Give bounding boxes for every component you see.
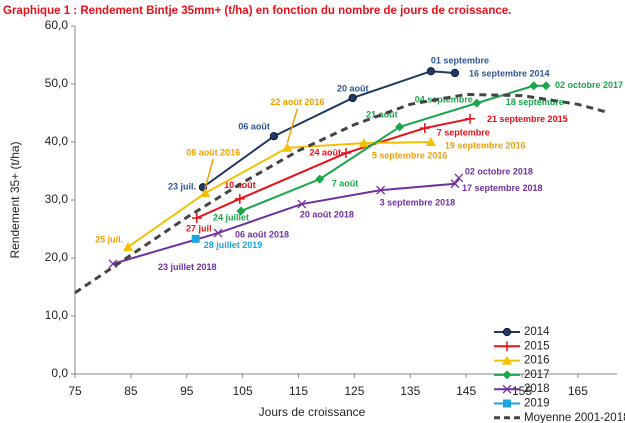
legend-label: 2017 bbox=[524, 369, 550, 381]
legend-label: Moyenne 2001-2018 bbox=[524, 412, 625, 423]
marker bbox=[191, 234, 200, 243]
point-label: 23 juillet 2018 bbox=[158, 262, 217, 272]
marker bbox=[425, 137, 436, 146]
point-label: 27 juil bbox=[186, 223, 212, 233]
marker bbox=[213, 228, 223, 238]
legend-label: 2014 bbox=[524, 326, 550, 338]
marker bbox=[358, 138, 369, 148]
x-tick-label: 145 bbox=[456, 384, 476, 398]
point-label: 18 septembre bbox=[506, 97, 564, 107]
y-tick-label: 30,0 bbox=[45, 192, 69, 206]
marker bbox=[297, 199, 307, 209]
point-label: 3 septembre 2018 bbox=[380, 198, 456, 208]
point-label: 19 septembre 2016 bbox=[445, 140, 526, 150]
label-leader bbox=[286, 108, 299, 144]
point-label: 16 septembre 2014 bbox=[469, 68, 550, 78]
marker bbox=[541, 81, 551, 91]
marker bbox=[200, 188, 211, 198]
marker bbox=[502, 384, 512, 394]
point-label: 23 juil. bbox=[168, 182, 196, 192]
point-label: 08 août 2016 bbox=[186, 147, 240, 157]
x-tick-label: 125 bbox=[344, 384, 364, 398]
point-label: 04 septembre bbox=[415, 95, 473, 105]
marker bbox=[502, 327, 512, 337]
marker bbox=[472, 98, 482, 108]
marker bbox=[234, 193, 245, 204]
chart-title: Graphique 1 : Rendement Bintje 35mm+ (t/… bbox=[3, 5, 511, 17]
point-label: 06 août 2018 bbox=[235, 229, 289, 239]
point-label: 7 août bbox=[332, 178, 359, 188]
y-tick-label: 0,0 bbox=[51, 366, 68, 380]
marker bbox=[450, 68, 460, 78]
point-label: 06 août bbox=[238, 122, 270, 132]
marker bbox=[502, 355, 512, 365]
marker bbox=[191, 212, 202, 223]
marker bbox=[341, 148, 351, 159]
point-label: 20 août bbox=[337, 83, 369, 93]
marker bbox=[426, 67, 436, 76]
y-tick-label: 50,0 bbox=[45, 76, 69, 90]
x-tick-label: 75 bbox=[68, 384, 82, 398]
point-label: 21 septembre 2015 bbox=[487, 114, 568, 124]
marker bbox=[502, 370, 512, 380]
marker bbox=[450, 179, 460, 189]
marker bbox=[503, 399, 511, 408]
x-tick-label: 85 bbox=[124, 384, 138, 398]
point-label: 5 septembre 2016 bbox=[372, 151, 448, 161]
point-label: 01 septembre bbox=[431, 56, 489, 66]
marker bbox=[315, 174, 325, 184]
marker bbox=[395, 122, 405, 132]
y-tick-label: 60,0 bbox=[45, 18, 69, 32]
marker bbox=[123, 241, 134, 251]
marker bbox=[502, 341, 512, 352]
x-tick-label: 105 bbox=[233, 384, 253, 398]
series-line bbox=[74, 92, 607, 295]
point-label: 22 août 2016 bbox=[270, 97, 324, 107]
point-label: 21 août bbox=[366, 109, 398, 119]
y-tick-label: 10,0 bbox=[45, 308, 69, 322]
label-leader bbox=[204, 158, 214, 189]
point-label: 24 août bbox=[309, 147, 341, 157]
point-label: 20 août 2018 bbox=[300, 209, 354, 219]
marker bbox=[269, 132, 279, 141]
legend-label: 2015 bbox=[524, 340, 550, 352]
legend-label: 2019 bbox=[524, 398, 550, 410]
y-tick-label: 20,0 bbox=[45, 250, 69, 264]
x-tick-label: 155 bbox=[512, 384, 532, 398]
marker bbox=[348, 93, 357, 103]
marker bbox=[282, 142, 293, 152]
marker bbox=[376, 185, 386, 195]
marker bbox=[236, 206, 246, 216]
legend-label: 2016 bbox=[524, 355, 550, 367]
point-label: 24 juillet bbox=[213, 212, 249, 222]
y-tick-label: 40,0 bbox=[45, 134, 69, 148]
point-label: 02 octobre 2017 bbox=[555, 80, 623, 90]
marker bbox=[529, 81, 539, 91]
y-axis-label: Rendement 35+ (t/ha) bbox=[8, 141, 22, 258]
point-label: 28 juillet 2019 bbox=[204, 240, 263, 250]
point-label: 7 septembre bbox=[437, 127, 490, 137]
marker bbox=[465, 113, 476, 124]
x-axis-label: Jours de croissance bbox=[259, 405, 366, 419]
legend-label: 2018 bbox=[524, 383, 550, 395]
marker bbox=[454, 173, 464, 183]
marker bbox=[419, 123, 430, 134]
x-tick-label: 135 bbox=[400, 384, 420, 398]
point-label: 17 septembre 2018 bbox=[462, 183, 543, 193]
x-tick-label: 95 bbox=[180, 384, 194, 398]
point-label: 25 juil. bbox=[95, 234, 123, 244]
x-tick-label: 115 bbox=[289, 384, 308, 398]
point-label: 02 octobre 2018 bbox=[465, 166, 533, 176]
x-tick-label: 165 bbox=[568, 384, 588, 398]
